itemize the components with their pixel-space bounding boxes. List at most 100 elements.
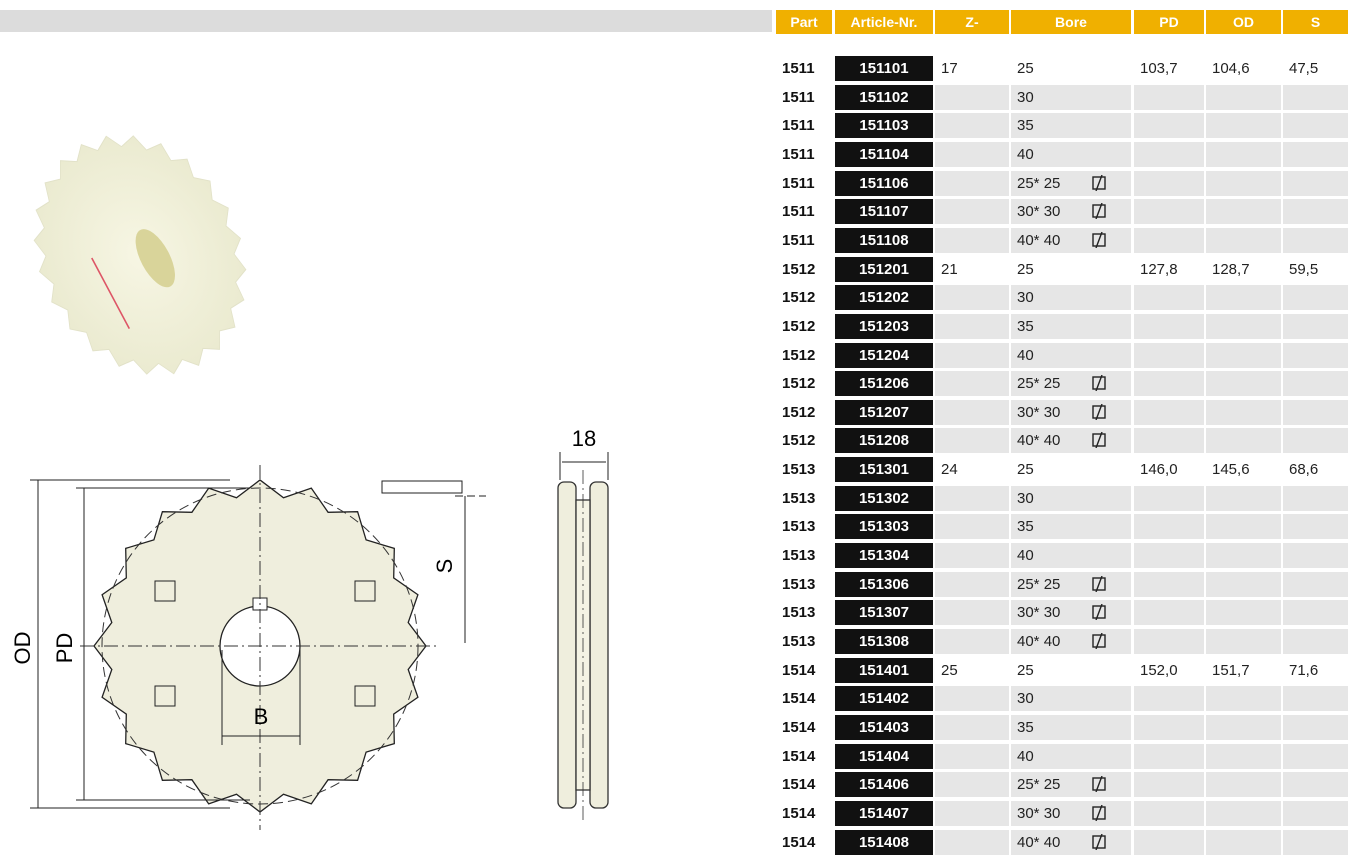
od-cell [1206, 600, 1281, 626]
z-cell [935, 313, 1009, 339]
z-cell: 25 [941, 661, 958, 679]
bore-cell: 30* 30 [1011, 199, 1131, 225]
article-cell: 151102 [835, 84, 933, 110]
od-cell: 104,6 [1212, 60, 1250, 77]
part-cell: 1513 [782, 518, 816, 536]
drawings: OD PD B S 18 [10, 135, 609, 830]
icon-square [1092, 175, 1106, 190]
bore-cell: 30 [1011, 485, 1131, 511]
article-cell: 151108 [835, 227, 933, 253]
article-cell: 151304 [835, 543, 933, 569]
od-cell [1206, 514, 1281, 540]
pd-cell [1134, 743, 1204, 769]
z-cell [935, 743, 1009, 769]
pd-cell: 103,7 [1140, 60, 1178, 77]
square-bore-icon [1092, 604, 1106, 621]
part-cell: 1511 [782, 88, 815, 106]
bore-label: B [254, 704, 269, 729]
od-cell [1206, 84, 1281, 110]
pd-cell [1134, 170, 1204, 196]
bore-cell: 25* 25 [1011, 170, 1131, 196]
bore-cell: 30 [1011, 686, 1131, 712]
od-cell [1206, 342, 1281, 368]
bore-cell: 30 [1011, 285, 1131, 311]
bore-cell: 30* 30 [1011, 399, 1131, 425]
part-cell: 1511 [782, 60, 815, 77]
article-cell: 151408 [835, 829, 933, 855]
s-cell [1283, 141, 1348, 167]
z-cell [935, 399, 1009, 425]
z-cell [935, 342, 1009, 368]
z-cell [935, 285, 1009, 311]
square-bore-icon [1092, 633, 1106, 649]
pd-cell [1134, 714, 1204, 740]
square-bore-icon [1092, 174, 1106, 191]
part-cell: 1512 [782, 375, 816, 393]
od-cell [1206, 772, 1281, 798]
sprocket-side-view [557, 470, 609, 820]
s-cell [1283, 170, 1348, 196]
sprocket-photo [33, 135, 247, 375]
icon-slash [1095, 833, 1103, 850]
icon-square [1092, 204, 1106, 218]
pd-cell [1134, 141, 1204, 167]
icon-slash [1095, 375, 1103, 392]
z-cell [935, 141, 1009, 167]
part-cell: 1512 [782, 432, 816, 450]
od-cell: 128,7 [1212, 260, 1250, 278]
s-cell: 71,6 [1289, 661, 1319, 679]
z-cell [935, 199, 1009, 225]
pd-cell [1134, 285, 1204, 311]
sprocket-front-view [80, 465, 440, 830]
bore-cell: 40 [1011, 342, 1131, 368]
s-label: S [432, 559, 457, 574]
z-cell [935, 600, 1009, 626]
part-cell: 1514 [782, 776, 816, 794]
s-cell [1283, 714, 1348, 740]
z-cell [935, 113, 1009, 139]
z-cell [935, 829, 1009, 855]
pd-cell: 127,8 [1140, 260, 1178, 278]
s-cell [1283, 399, 1348, 425]
od-cell [1206, 629, 1281, 654]
icon-square [1092, 834, 1106, 849]
article-cell: 151204 [835, 342, 933, 368]
pd-cell [1134, 313, 1204, 339]
s-cell [1283, 800, 1348, 826]
s-cell [1283, 313, 1348, 339]
s-cell [1283, 199, 1348, 225]
bore-cell: 40* 40 [1011, 428, 1131, 454]
z-cell [935, 543, 1009, 569]
z-cell [935, 686, 1009, 712]
od-cell [1206, 428, 1281, 454]
top-bar [0, 10, 772, 32]
pd-cell [1134, 600, 1204, 626]
part-cell: 1512 [782, 260, 816, 278]
article-cell: 151306 [835, 571, 933, 597]
part-cell: 1511 [782, 117, 815, 135]
square-bore-icon [1092, 403, 1106, 420]
od-cell [1206, 285, 1281, 311]
pd-cell [1134, 629, 1204, 654]
insert [154, 685, 176, 707]
pd-cell [1134, 342, 1204, 368]
z-cell: 17 [941, 60, 958, 77]
od-cell [1206, 399, 1281, 425]
dimension-lines [30, 452, 609, 809]
part-cell: 1513 [782, 575, 816, 593]
z-cell [935, 772, 1009, 798]
bore-cell: 35 [1011, 514, 1131, 540]
s-cell [1283, 371, 1348, 397]
bore-cell: 30 [1011, 84, 1131, 110]
od-cell [1206, 199, 1281, 225]
s-cell: 68,6 [1289, 461, 1319, 479]
od-cell [1206, 113, 1281, 139]
z-cell [935, 571, 1009, 597]
od-cell [1206, 170, 1281, 196]
article-cell: 151407 [835, 800, 933, 826]
bore-cell: 40* 40 [1011, 227, 1131, 253]
article-cell: 151107 [835, 199, 933, 225]
bore-cell: 25 [1017, 260, 1034, 278]
bore-cell: 25 [1017, 461, 1034, 479]
od-cell [1206, 543, 1281, 569]
